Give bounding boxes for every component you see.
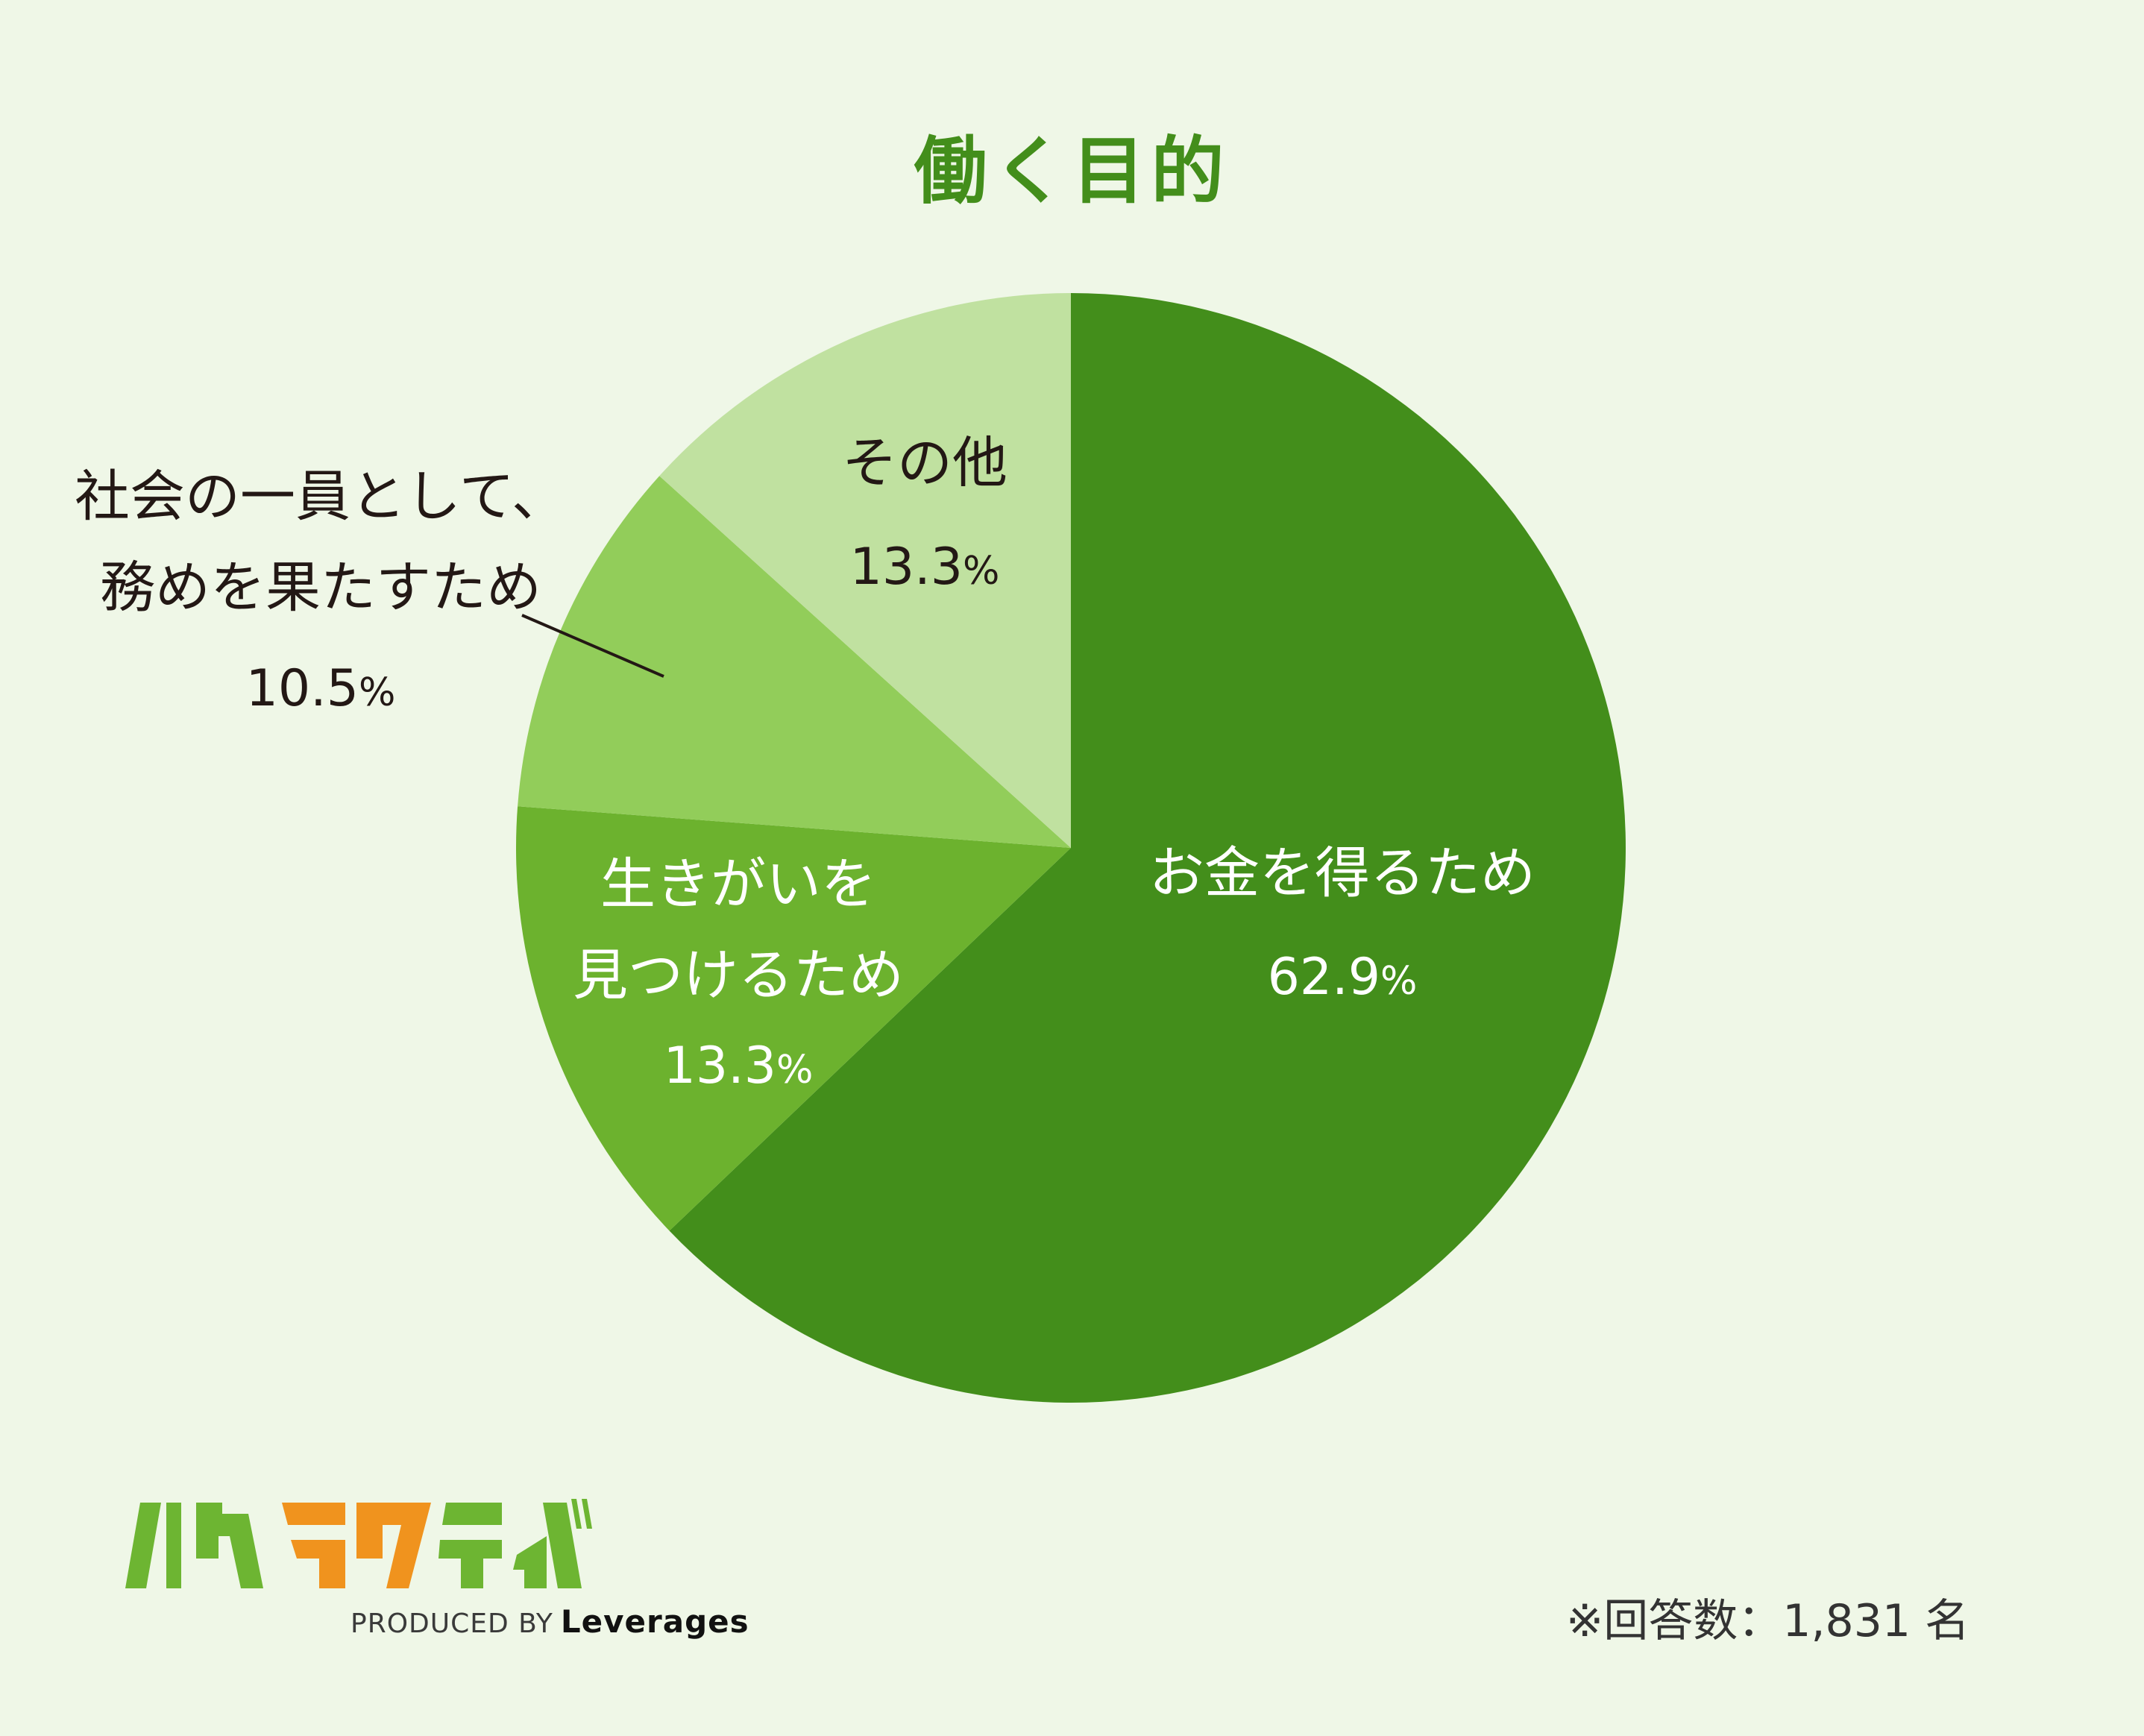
label-money: お金を得るため 62.9% <box>1119 828 1566 1027</box>
label-society-line2: 務めを果たすため <box>100 556 541 620</box>
label-society-line1: 社会の一員として、 <box>74 465 568 529</box>
slice-other <box>659 293 1071 848</box>
label-money-text: お金を得るため <box>1149 841 1535 905</box>
label-society: 社会の一員として、 務めを果たすため 10.5% <box>45 451 597 738</box>
label-other-pct: 13.3% <box>849 538 1000 597</box>
label-purpose: 生きがいを 見つけるため 13.3% <box>529 839 947 1116</box>
label-purpose-line2: 見つけるため <box>573 943 904 1007</box>
label-other: その他 13.3% <box>805 418 1044 617</box>
slice-society <box>518 476 1071 848</box>
label-money-pct: 62.9% <box>1267 948 1418 1007</box>
slice-money <box>669 293 1626 1403</box>
label-purpose-line1: 生きがいを <box>600 852 876 916</box>
slice-purpose <box>516 806 1071 1231</box>
produced-by: PRODUCED BY Leverages <box>350 1603 749 1640</box>
leverages-brand: Leverages <box>560 1603 749 1640</box>
label-purpose-pct: 13.3% <box>663 1037 814 1095</box>
chart-title: 働く目的 <box>914 129 1230 214</box>
hataractive-logo <box>125 1499 592 1588</box>
leader-line <box>521 614 664 678</box>
respondent-count-note: ※回答数：1,831 名 <box>1566 1595 1970 1647</box>
label-other-text: その他 <box>842 431 1007 495</box>
label-society-pct: 10.5% <box>245 659 396 718</box>
